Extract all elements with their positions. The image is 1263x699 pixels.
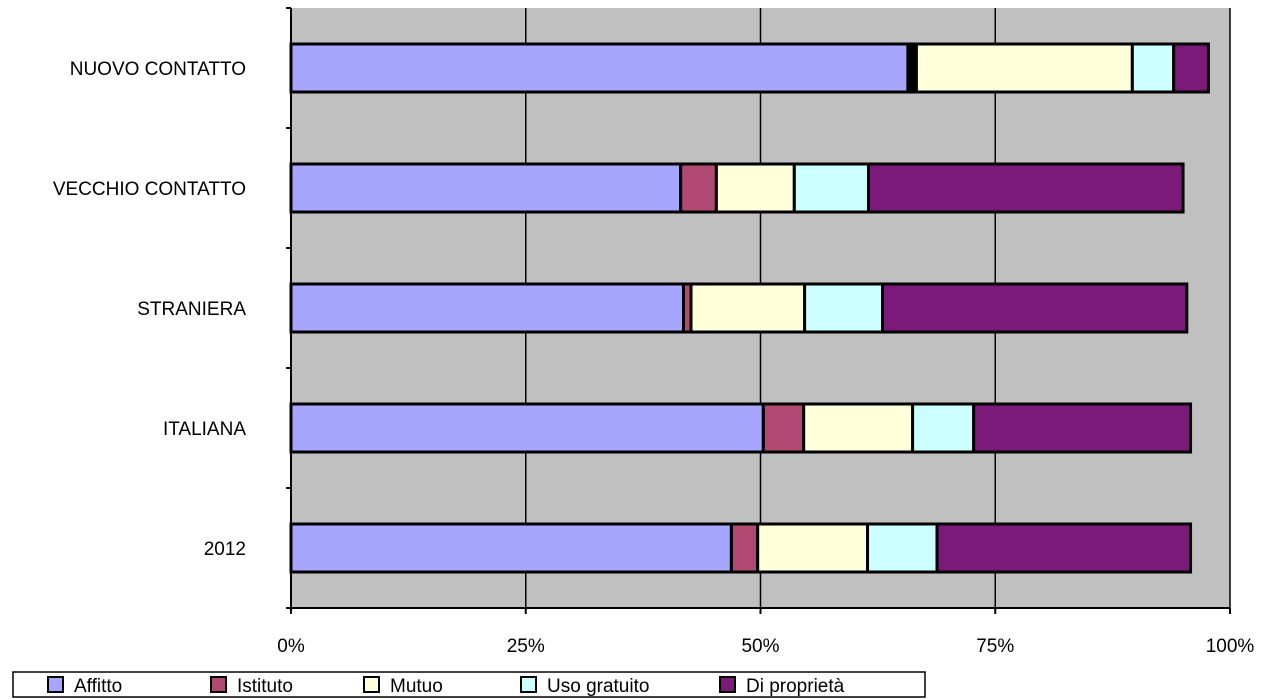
bar-segment (802, 402, 915, 454)
category-label: ITALIANA (163, 419, 246, 440)
axes (286, 7, 1231, 614)
bar-segment (972, 402, 1193, 454)
category-label: NUOVO CONTATTO (70, 59, 246, 80)
x-tick-label: 0% (277, 636, 305, 657)
category-label: STRANIERA (137, 299, 246, 320)
legend-swatch (520, 676, 537, 693)
bar-segment (914, 42, 1134, 94)
bar-segment (803, 282, 885, 334)
bar-segment (756, 522, 870, 574)
category-label: VECCHIO CONTATTO (53, 179, 246, 200)
bar-group (289, 522, 1193, 574)
bar-segment (792, 162, 870, 214)
bar-segment (911, 402, 976, 454)
legend-swatch (210, 676, 227, 693)
bar-segment (1130, 42, 1176, 94)
bar-segment (289, 42, 910, 94)
x-tick-labels: 0% 25% 50% 75% 100% (277, 636, 1254, 657)
bar-segment (289, 162, 683, 214)
legend: Affitto Istituto Mutuo Uso gratuito Di propr… (12, 671, 926, 698)
legend-label: Istituto (237, 676, 293, 697)
legend-box (12, 671, 926, 698)
bar-segment (289, 402, 765, 454)
bar-segment (881, 282, 1189, 334)
bar-segment (289, 522, 733, 574)
bar-group (289, 42, 1210, 94)
legend-label: Mutuo (390, 676, 443, 697)
category-labels: NUOVO CONTATTO VECCHIO CONTATTO STRANIERA I… (53, 59, 247, 560)
bar-segment (761, 402, 806, 454)
bar-segment (866, 162, 1185, 214)
legend-swatch (363, 676, 380, 693)
legend-label: Di proprietà (746, 676, 845, 697)
bar-segment (866, 522, 939, 574)
x-tick-label: 75% (976, 636, 1014, 657)
bar-group (289, 402, 1193, 454)
bar-group (289, 162, 1185, 214)
category-label: 2012 (204, 539, 246, 560)
x-tick-label: 100% (1206, 636, 1255, 657)
bar-segment (729, 522, 760, 574)
legend-label: Uso gratuito (547, 676, 649, 697)
bar-segment (935, 522, 1193, 574)
x-tick-label: 50% (741, 636, 779, 657)
bar-segment (679, 162, 718, 214)
x-tick-label: 25% (507, 636, 545, 657)
bar-segment (1172, 42, 1210, 94)
legend-label: Affitto (74, 676, 122, 697)
bar-segment (689, 282, 807, 334)
bar-segment (714, 162, 796, 214)
bar-group (289, 282, 1189, 334)
bar-segment (289, 282, 686, 334)
legend-swatch (47, 676, 64, 693)
bars (289, 42, 1210, 574)
legend-swatch (719, 676, 736, 693)
